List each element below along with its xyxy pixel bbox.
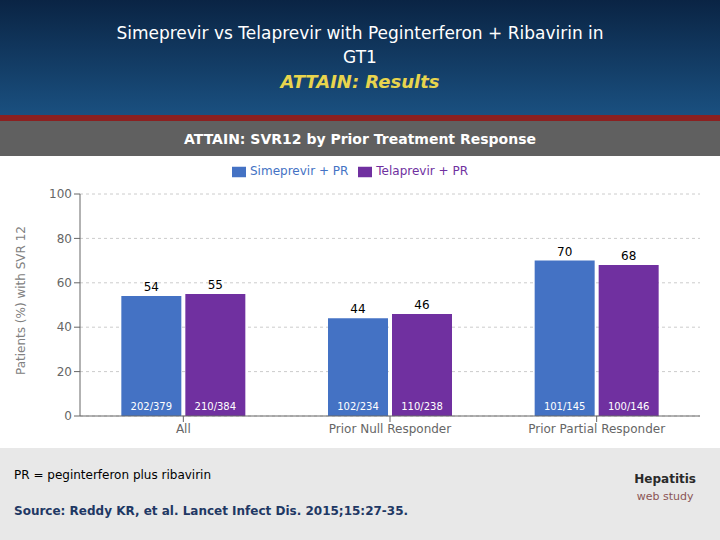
svg-text:55: 55: [208, 278, 223, 292]
html-text:Telaprevir + PR: Telaprevir + PR: [376, 164, 468, 178]
html-text:ATTAIN: SVR12 by Prior Treatme: ATTAIN: SVR12 by Prior Treatment Respons…: [184, 130, 536, 147]
svg-text:70: 70: [557, 245, 572, 259]
svg-text:68: 68: [621, 249, 636, 263]
svg-text:20: 20: [57, 365, 72, 379]
html-text:web study: web study: [636, 490, 694, 503]
svg-text:100: 100: [49, 187, 72, 201]
svg-text:60: 60: [57, 276, 72, 290]
svg-text:80: 80: [57, 232, 72, 246]
svg-text:110/238: 110/238: [401, 401, 443, 412]
svg-text:Prior Null Responder: Prior Null Responder: [329, 422, 451, 436]
svg-text:100/146: 100/146: [608, 401, 650, 412]
svg-text:44: 44: [350, 302, 365, 316]
svg-text:40: 40: [57, 320, 72, 334]
svg-text:54: 54: [144, 280, 159, 294]
html-text:ATTAIN: Results: ATTAIN: Results: [280, 71, 440, 92]
svg-text:46: 46: [414, 298, 429, 312]
html-text:PR = peginterferon plus ribavi: PR = peginterferon plus ribavirin: [14, 468, 211, 482]
svg-text:0: 0: [64, 409, 72, 423]
html-text:Simeprevir + PR: Simeprevir + PR: [250, 164, 349, 178]
html-text:Hepatitis: Hepatitis: [634, 472, 696, 486]
svg-text:202/379: 202/379: [131, 401, 173, 412]
html-text:Simeprevir vs Telaprevir with: Simeprevir vs Telaprevir with Peginterfe…: [116, 23, 604, 43]
svg-text:Patients (%) with SVR 12: Patients (%) with SVR 12: [14, 226, 28, 375]
html-text:GT1: GT1: [343, 47, 377, 67]
html-text:Source: Reddy KR, et al. Lance: Source: Reddy KR, et al. Lancet Infect D…: [14, 504, 409, 518]
svg-text:101/145: 101/145: [544, 401, 586, 412]
svg-text:All: All: [176, 422, 191, 436]
svg-text:102/234: 102/234: [337, 401, 379, 412]
svg-text:Prior Partial Responder: Prior Partial Responder: [528, 422, 665, 436]
svg-text:210/384: 210/384: [195, 401, 237, 412]
